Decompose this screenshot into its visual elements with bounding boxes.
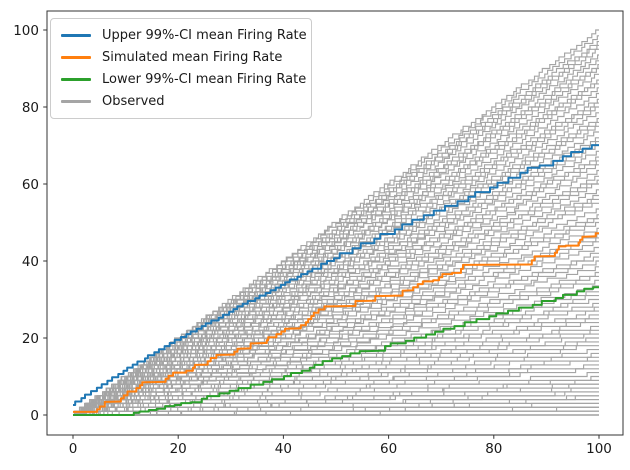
legend-line-sample-upper-ci: [61, 34, 91, 37]
observed-trial-line: [73, 48, 599, 416]
observed-trial-line: [73, 137, 599, 416]
observed-trial-line: [73, 379, 599, 416]
observed-trial-line: [73, 169, 599, 416]
x-tick-label: 80: [485, 441, 502, 457]
y-tick-label: 40: [22, 254, 39, 270]
legend-item: Lower 99%-CI mean Firing Rate: [61, 70, 306, 89]
observed-trial-line: [73, 349, 599, 416]
x-tick-label: 60: [380, 441, 397, 457]
x-tick-label: 100: [586, 441, 612, 457]
x-tick-label: 20: [170, 441, 187, 457]
observed-trial-line: [73, 410, 599, 416]
observed-trial-line: [73, 395, 599, 416]
series-lines: [73, 144, 599, 416]
x-tick-label: 40: [275, 441, 292, 457]
observed-trial-line: [73, 189, 599, 416]
observed-trial-line: [73, 67, 599, 416]
series-line-upper-ci: [73, 144, 599, 406]
legend-item: Upper 99%-CI mean Firing Rate: [61, 26, 307, 45]
legend-item: Observed: [61, 92, 301, 111]
series-line-lower-ci: [73, 286, 599, 416]
observed-trial-line: [73, 271, 599, 416]
observed-trial-line: [73, 218, 599, 416]
observed-trial-line: [73, 410, 599, 416]
observed-trial-line: [73, 372, 599, 416]
observed-trial-line: [73, 241, 599, 416]
observed-trial-line: [73, 395, 599, 416]
legend-item: Simulated mean Firing Rate: [61, 48, 301, 67]
legend-label: Simulated mean Firing Rate: [102, 50, 283, 65]
observed-trial-line: [73, 285, 599, 416]
legend: Upper 99%-CI mean Firing Rate Simulated …: [50, 18, 312, 119]
observed-trial-line: [73, 125, 599, 416]
y-tick-label: 80: [22, 100, 39, 116]
observed-step-lines: [73, 29, 599, 416]
observed-trial-line: [73, 92, 599, 416]
axis-ticks: 0 20 40 60 80 100 0 20 40 60 80 100: [13, 23, 612, 457]
observed-trial-line: [73, 322, 599, 416]
observed-trial-line: [73, 260, 599, 416]
observed-trial-line: [73, 266, 599, 416]
observed-trial-line: [73, 410, 599, 416]
y-tick-label: 60: [22, 177, 39, 193]
observed-trial-line: [73, 54, 599, 416]
observed-trial-line: [73, 402, 599, 416]
legend-line-sample-simulated: [61, 56, 91, 59]
observed-trial-line: [73, 410, 599, 416]
observed-trial-line: [73, 279, 599, 416]
x-tick-label: 0: [69, 441, 78, 457]
legend-line-sample-lower-ci: [61, 78, 91, 81]
legend-label: Observed: [102, 94, 165, 109]
observed-trial-line: [73, 121, 599, 416]
legend-line-sample-observed: [61, 100, 91, 103]
observed-trial-line: [73, 410, 599, 416]
observed-trial-line: [73, 325, 599, 416]
y-tick-label: 0: [30, 408, 39, 424]
legend-label: Upper 99%-CI mean Firing Rate: [102, 28, 307, 43]
observed-trial-line: [73, 310, 599, 416]
observed-trial-line: [73, 79, 599, 416]
observed-trial-line: [73, 379, 599, 416]
observed-trial-line: [73, 73, 599, 416]
y-tick-label: 100: [13, 23, 39, 39]
legend-label: Lower 99%-CI mean Firing Rate: [102, 72, 307, 87]
y-tick-label: 20: [22, 331, 39, 347]
axes-frame: [46, 10, 624, 436]
observed-trial-line: [73, 118, 599, 416]
observed-trial-line: [73, 256, 599, 416]
series-line-simulated: [73, 232, 599, 413]
observed-trial-line: [73, 164, 599, 416]
